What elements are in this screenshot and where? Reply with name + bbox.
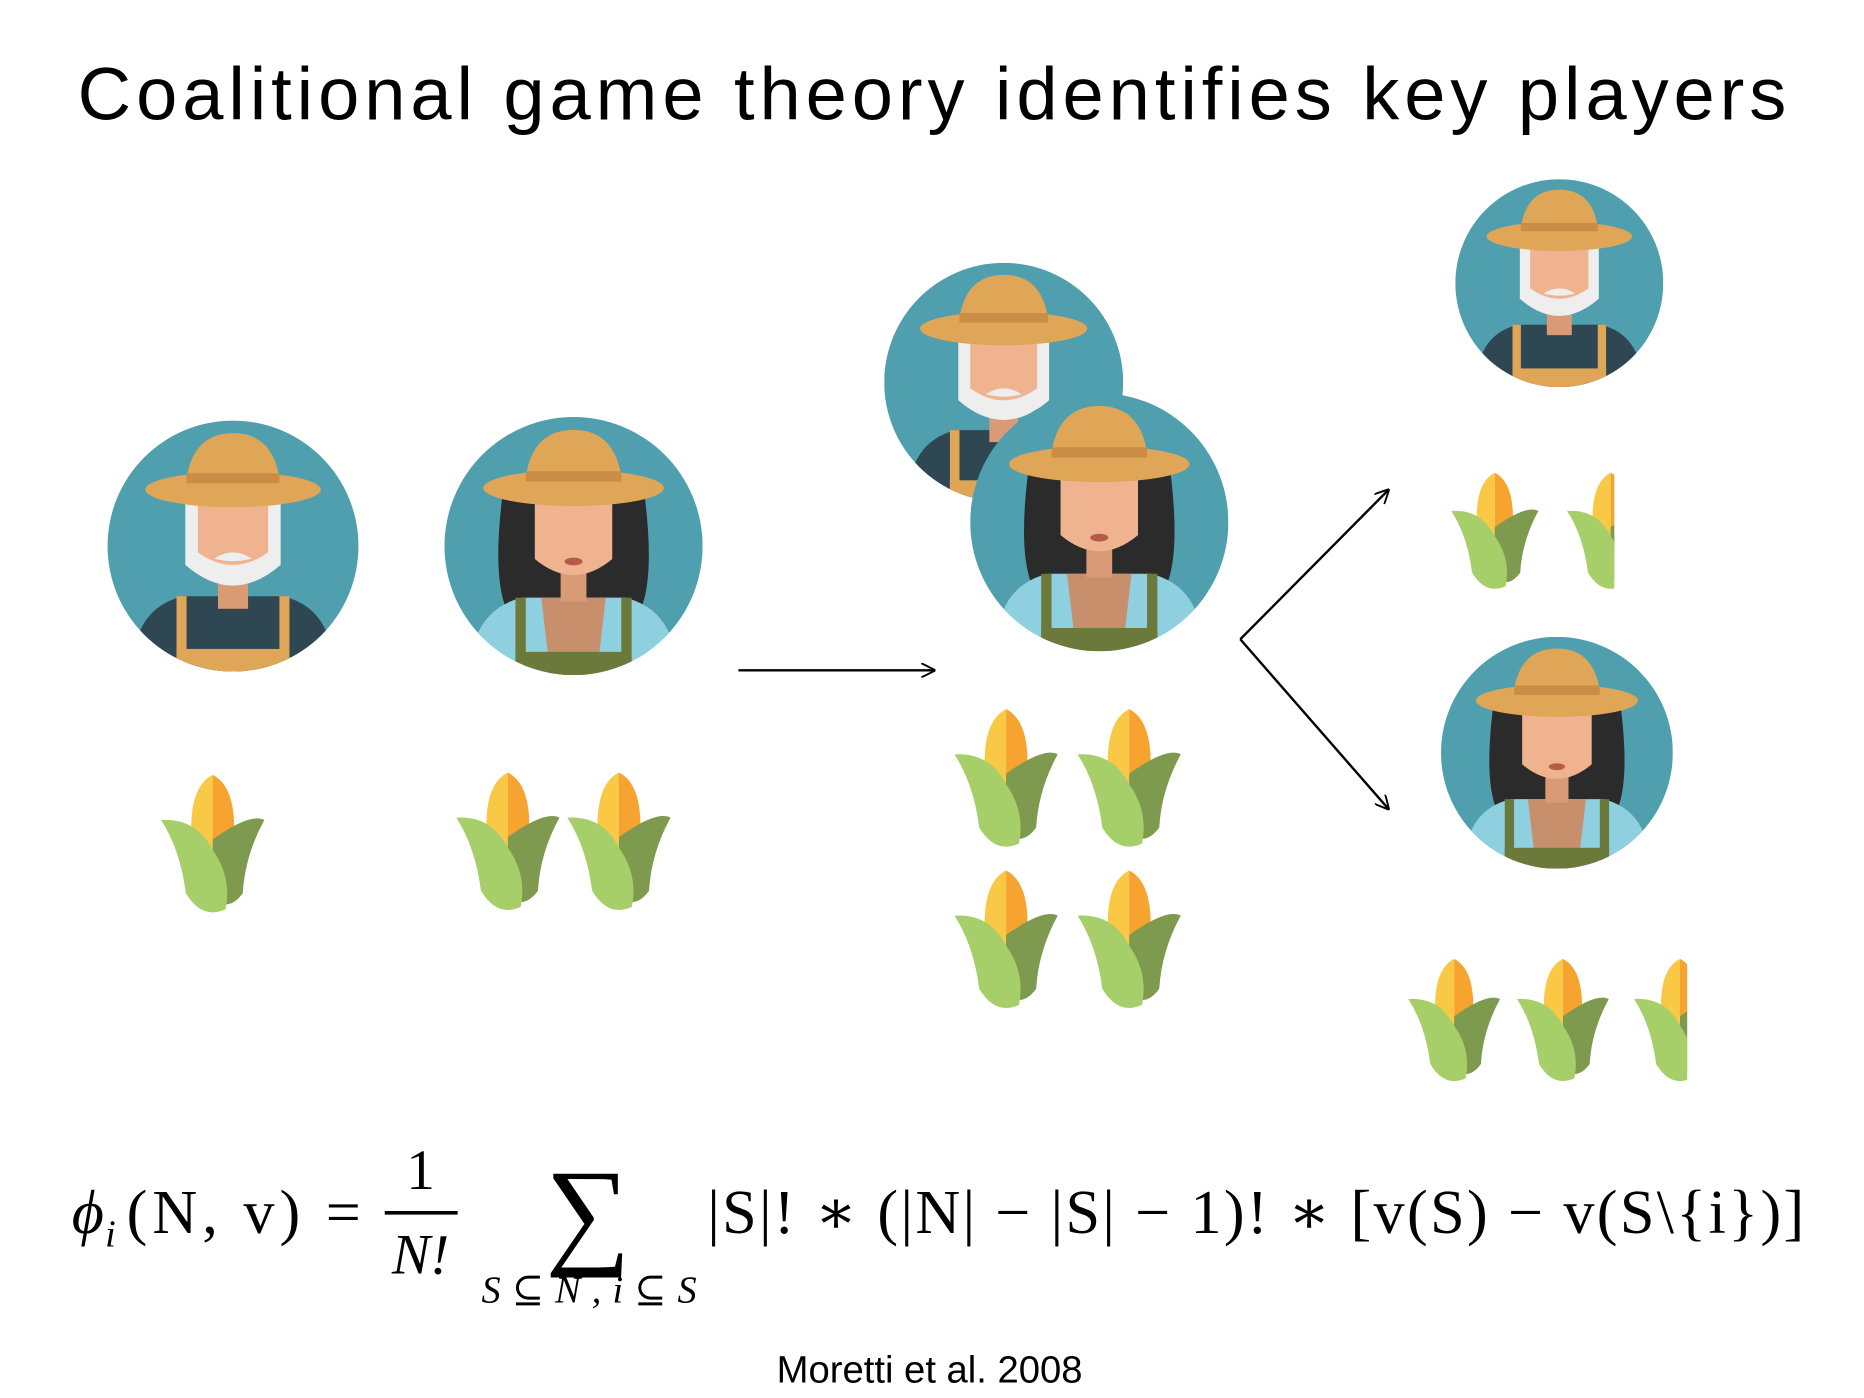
farmer-icon xyxy=(970,393,1228,651)
formula-subscript: i xyxy=(105,1213,116,1255)
farmer-icon xyxy=(1441,637,1673,869)
formula-body: |S|! ∗ (|N| − |S| − 1)! ∗ [v(S) − v(S\{i… xyxy=(707,1179,1804,1247)
corn-icon xyxy=(1451,472,1539,589)
corn-icon xyxy=(1517,958,1609,1082)
corn-icon xyxy=(1408,958,1501,1082)
corn-icon xyxy=(954,870,1058,1008)
corn-icon xyxy=(567,772,671,910)
corn-icon xyxy=(1077,709,1181,847)
arrow xyxy=(1239,638,1388,809)
formula-sum: ∑ xyxy=(545,1146,630,1278)
formula-denominator: N! xyxy=(391,1224,449,1287)
formula-lhs: (N, v) = xyxy=(127,1179,361,1247)
farmer-icon xyxy=(1455,179,1663,387)
title: Coalitional game theory identifies key p… xyxy=(78,52,1787,135)
farmer-icon xyxy=(108,421,359,672)
corn-icon xyxy=(1077,870,1181,1008)
arrow xyxy=(1239,490,1388,641)
farmer-icon xyxy=(444,417,702,675)
corn-icon-cut xyxy=(1634,958,1688,1082)
formula-numerator: 1 xyxy=(406,1139,435,1202)
corn-icon xyxy=(161,774,265,913)
formula-symbol: ϕ xyxy=(72,1179,104,1247)
corn-icon-cut xyxy=(1567,472,1615,589)
corn-icon xyxy=(954,709,1058,847)
corn-icon xyxy=(456,772,560,910)
citation: Moretti et al. 2008 xyxy=(777,1348,1083,1391)
formula: ϕ i (N, v) = 1 N! ∑ S⊆N,i⊆S |S|! ∗ (|N| … xyxy=(72,1139,1805,1312)
